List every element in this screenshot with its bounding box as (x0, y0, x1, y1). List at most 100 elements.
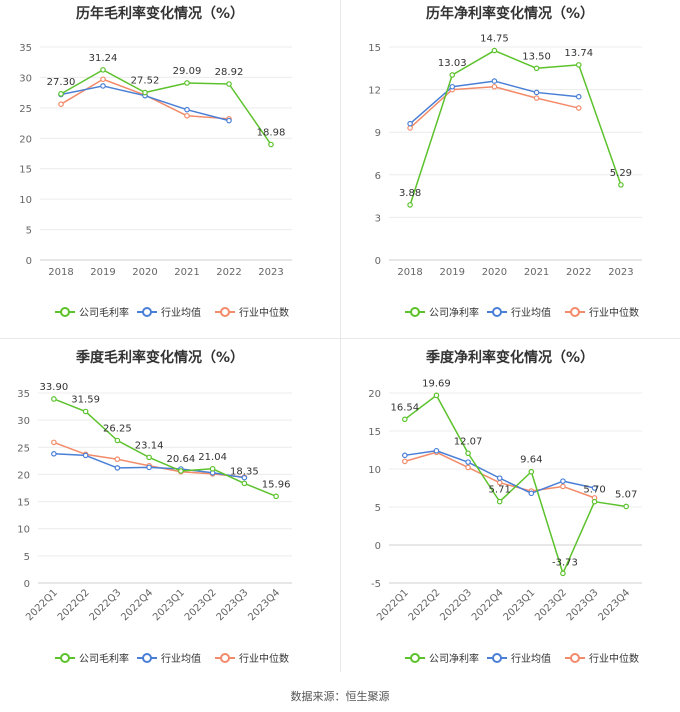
data-point (226, 81, 232, 87)
y-tick-label: 0 (26, 256, 32, 267)
y-tick-label: 25 (17, 443, 30, 454)
data-label: 5.70 (583, 485, 605, 496)
data-point (491, 83, 498, 90)
data-point (433, 392, 440, 399)
data-point (114, 456, 121, 463)
x-tick-label: 2023Q4 (246, 587, 282, 623)
data-point (100, 83, 106, 89)
data-point (82, 452, 89, 459)
data-point (560, 570, 566, 577)
y-tick-label: 15 (368, 427, 381, 438)
x-tick-label: 2019 (440, 267, 465, 278)
data-point (449, 72, 456, 78)
chart-title: 历年净利率变化情况（%） (426, 5, 594, 22)
legend-label: 行业均值 (511, 306, 551, 319)
data-label: 5.71 (489, 485, 511, 496)
horizontal-divider (0, 338, 680, 339)
series-line-公司净利率 (404, 394, 627, 575)
legend-marker-icon (60, 653, 70, 663)
x-tick-label: 2018 (397, 267, 422, 278)
data-point (575, 105, 582, 111)
y-tick-label: 10 (19, 195, 32, 206)
legend-marker-icon (492, 307, 502, 317)
data-point (575, 93, 582, 100)
y-tick-label: 3 (375, 213, 381, 224)
data-point (575, 62, 582, 68)
x-tick-label: 2021 (174, 267, 199, 278)
data-point (241, 474, 248, 481)
legend-marker-icon (60, 307, 70, 317)
data-point (142, 89, 148, 96)
data-point (465, 450, 471, 457)
x-tick-label: 2023 (608, 267, 633, 278)
data-point (528, 490, 535, 497)
data-point (58, 101, 64, 108)
data-label: 14.75 (480, 34, 509, 45)
legend-label: 行业中位数 (239, 652, 289, 665)
data-point (433, 447, 440, 454)
data-label: 18.35 (230, 466, 259, 477)
data-label: 16.54 (390, 402, 419, 413)
data-label: 19.69 (422, 378, 451, 389)
data-label: 27.52 (131, 76, 160, 87)
data-point (184, 80, 190, 86)
y-tick-label: 5 (375, 503, 381, 514)
x-tick-label: 2023Q3 (215, 587, 251, 623)
x-tick-label: 2018 (48, 267, 73, 278)
y-tick-label: 20 (17, 470, 30, 481)
y-tick-label: 9 (375, 128, 381, 139)
x-tick-label: 2022Q1 (375, 587, 411, 623)
x-tick-label: 2021 (524, 267, 549, 278)
y-tick-label: 35 (17, 389, 30, 400)
data-point (491, 78, 498, 84)
data-point (273, 493, 279, 500)
data-label: 31.59 (71, 395, 100, 406)
data-point (58, 91, 64, 97)
y-tick-label: 10 (368, 465, 381, 476)
data-point (178, 468, 184, 474)
data-point (618, 182, 624, 188)
data-point (591, 498, 598, 505)
y-tick-label: 20 (368, 389, 381, 400)
data-label: 13.50 (522, 51, 551, 62)
legend-label: 公司毛利率 (79, 652, 129, 665)
data-point (184, 112, 190, 119)
x-tick-label: 2019 (90, 267, 115, 278)
legend-label: 行业中位数 (589, 652, 639, 665)
data-point (209, 465, 216, 472)
data-point (623, 503, 629, 510)
legend-marker-icon (492, 653, 502, 663)
data-label: 23.14 (135, 440, 164, 451)
legend-marker-icon (142, 653, 152, 663)
data-point (496, 475, 503, 481)
data-label: 31.24 (89, 53, 118, 64)
data-point (560, 478, 566, 484)
y-tick-label: 0 (375, 541, 381, 552)
data-point (226, 117, 232, 124)
chart-title: 季度毛利率变化情况（%） (75, 349, 244, 366)
x-tick-label: 2022Q1 (24, 587, 60, 623)
legend-label: 公司毛利率 (79, 306, 129, 319)
vertical-divider (340, 0, 341, 672)
y-tick-label: 15 (368, 43, 381, 54)
data-point (491, 47, 498, 54)
data-point (533, 95, 540, 101)
data-point (100, 67, 106, 73)
x-tick-label: 2022Q4 (119, 587, 155, 623)
data-label: 13.03 (438, 58, 467, 69)
data-label: 5.29 (610, 168, 632, 179)
y-tick-label: 15 (19, 165, 32, 176)
y-tick-label: 0 (375, 256, 381, 267)
legend-label: 公司净利率 (429, 306, 479, 319)
legend-marker-icon (220, 653, 230, 663)
data-label: 3.88 (399, 188, 421, 199)
data-point (268, 141, 274, 148)
data-point (449, 83, 456, 90)
y-tick-label: 12 (368, 86, 381, 97)
y-tick-label: -5 (371, 579, 381, 590)
y-tick-label: 6 (375, 171, 381, 182)
legend-label: 行业均值 (161, 306, 201, 319)
chart-panel-4: 季度净利率变化情况（%） -5 0 5 10 15 20 2022Q12022Q22022Q3… (368, 349, 642, 665)
chart-title: 历年毛利率变化情况（%） (76, 5, 244, 22)
y-tick-label: 35 (19, 43, 32, 54)
